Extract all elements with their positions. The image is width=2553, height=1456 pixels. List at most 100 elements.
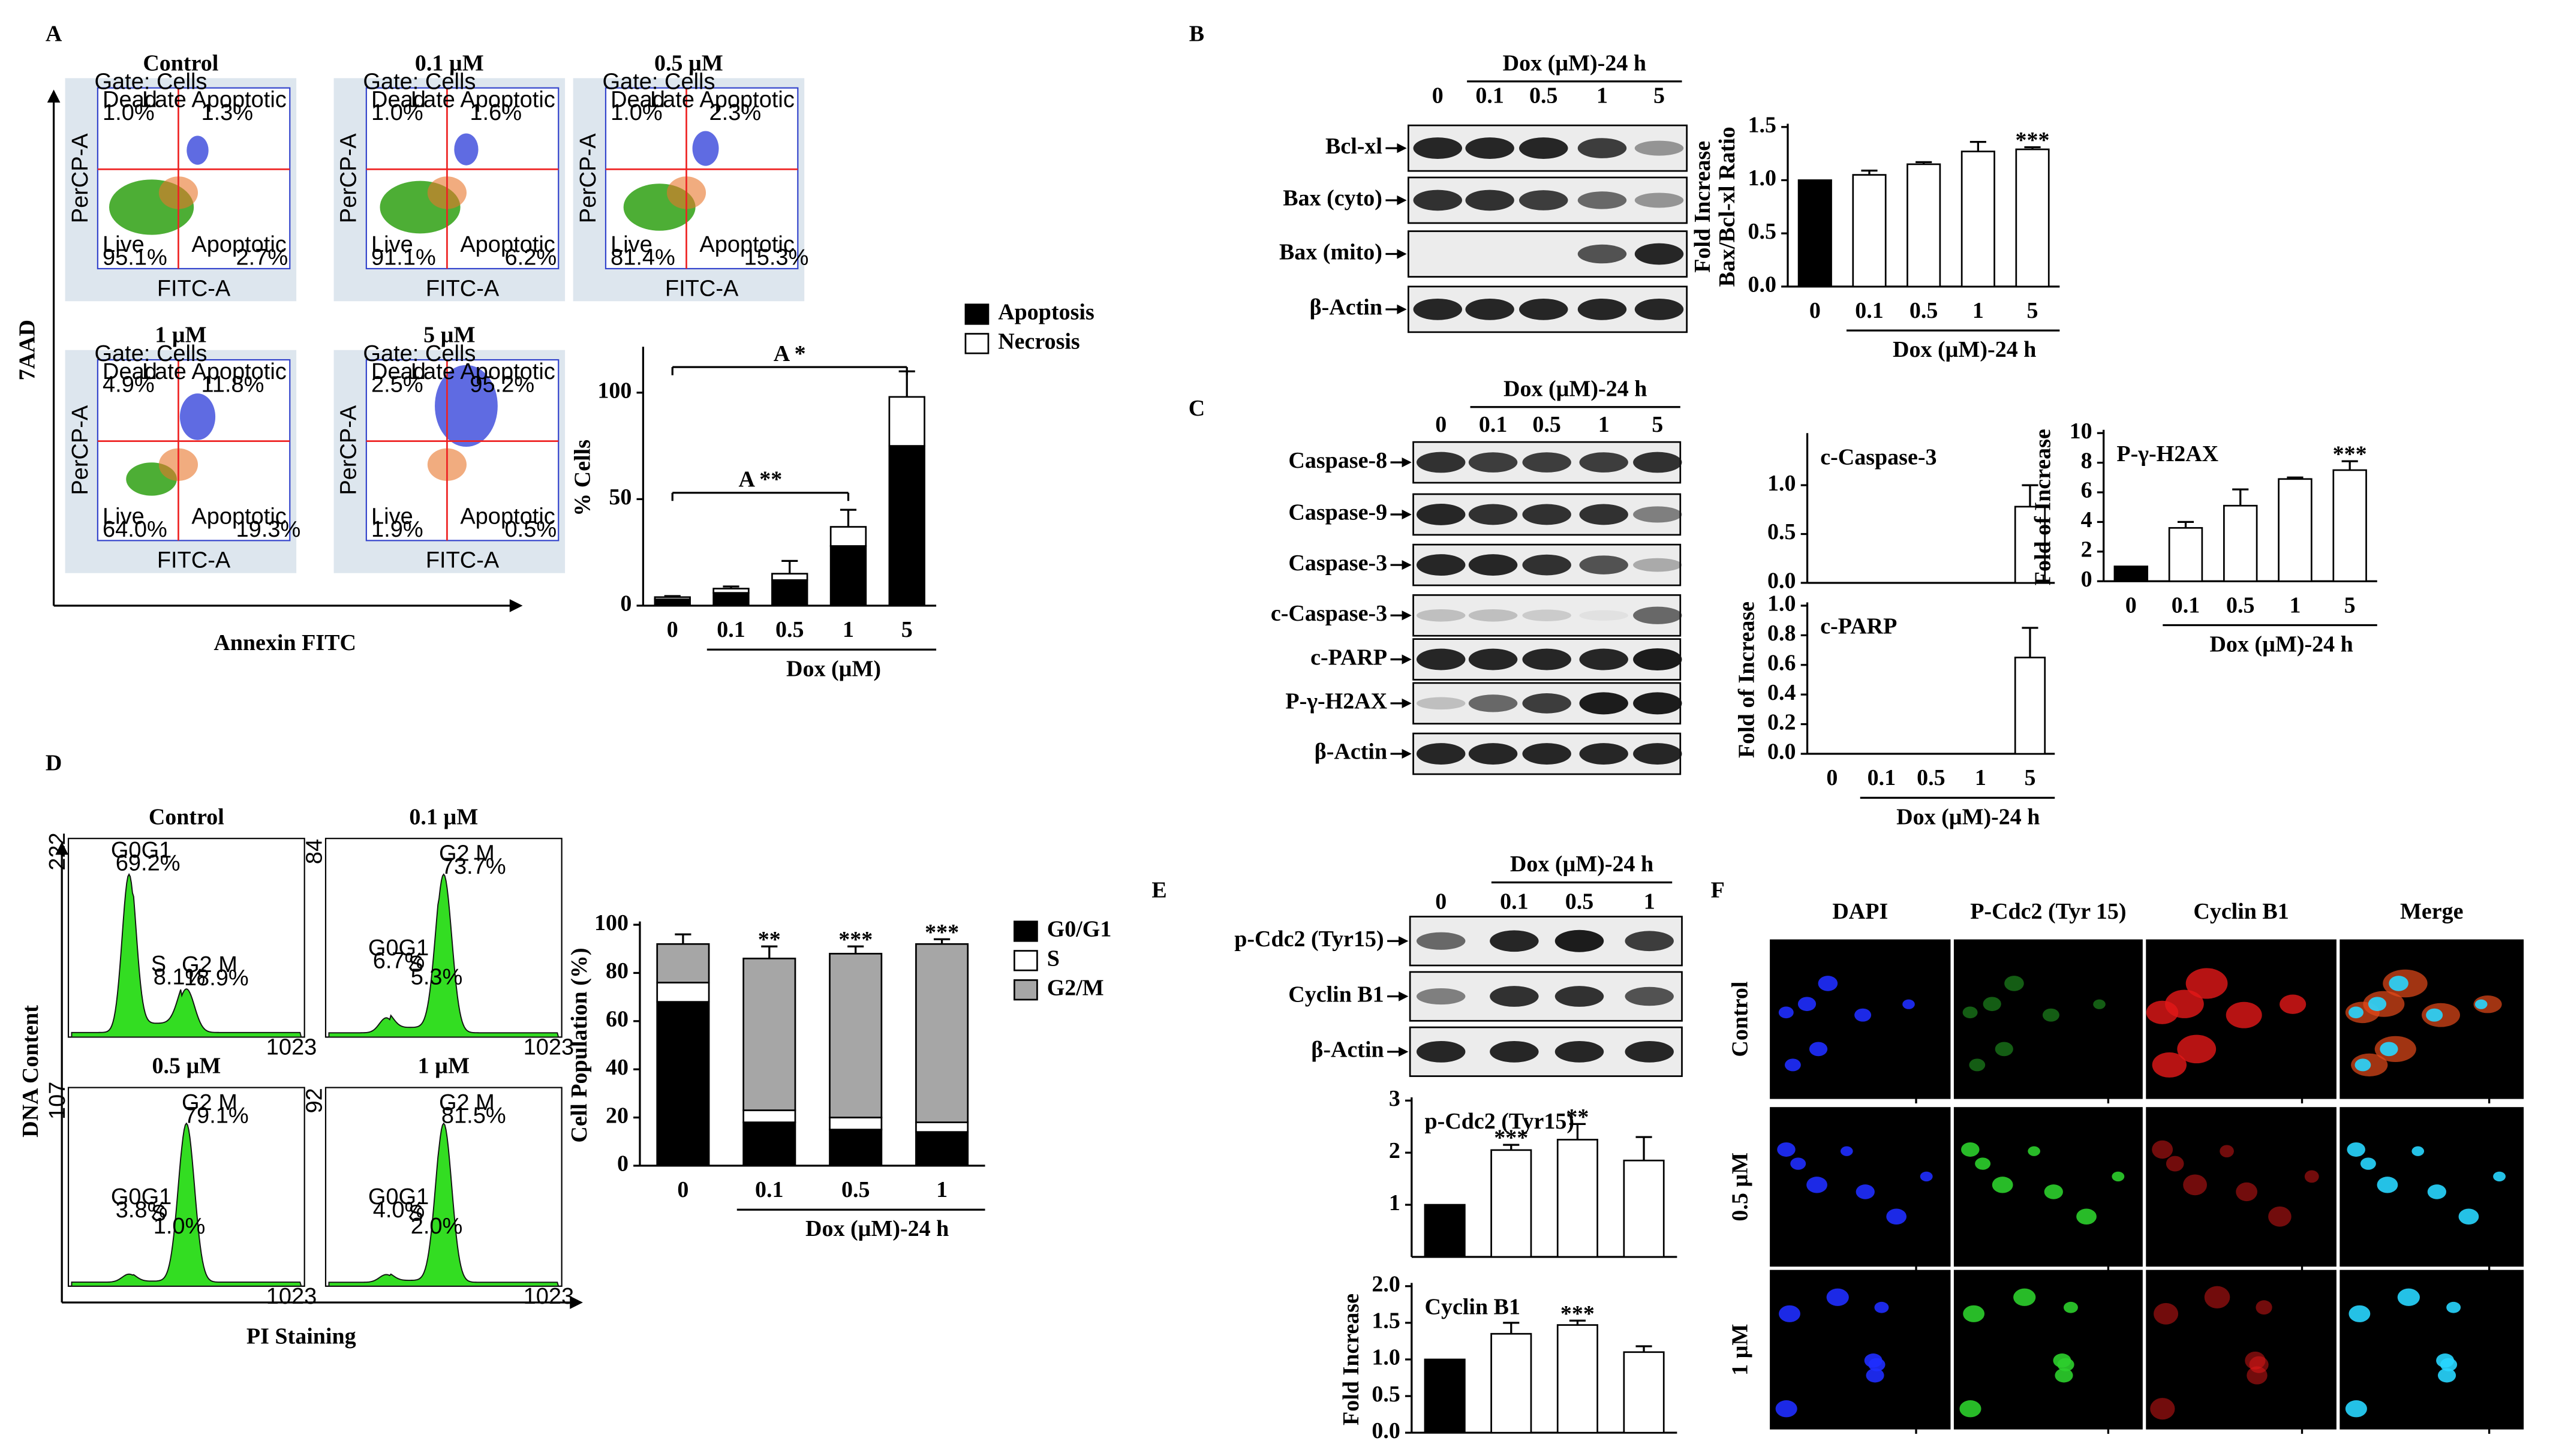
row-label: Control <box>1728 982 1753 1057</box>
band <box>1413 189 1463 211</box>
lane-label: 0 <box>1435 889 1447 914</box>
nucleus <box>1995 1042 2013 1057</box>
apoptotic-value: 6.2% <box>505 245 557 270</box>
annotation: A ** <box>738 467 782 492</box>
significance: *** <box>838 927 873 952</box>
band <box>1633 692 1682 715</box>
band <box>1554 929 1604 952</box>
y-max: 107 <box>45 1082 70 1120</box>
band <box>1633 558 1682 572</box>
bar <box>2332 469 2367 582</box>
band <box>1416 1040 1466 1063</box>
x-axis-label: Annexin FITC <box>213 630 356 655</box>
bar <box>2278 478 2313 582</box>
g2m-label: G2 M <box>182 952 237 977</box>
panel-label: F <box>1711 878 1725 903</box>
significance: *** <box>925 920 959 945</box>
arrow-head <box>1399 936 1409 946</box>
live-label: Live <box>611 232 652 257</box>
bar-segment <box>888 396 925 447</box>
g0g1-label: G0G1 <box>111 838 172 863</box>
nucleus <box>2348 1305 2371 1322</box>
band <box>1625 1040 1674 1063</box>
band <box>1577 244 1627 264</box>
significance: *** <box>2016 128 2050 153</box>
arrow-head <box>47 89 61 103</box>
nucleus <box>2446 1301 2461 1313</box>
band <box>1416 988 1466 1005</box>
y-tick-label: 1.0 <box>1767 591 1796 616</box>
chart-title: Cyclin B1 <box>1425 1295 1520 1320</box>
bar-segment <box>829 545 867 607</box>
y-tick-label: 1 <box>1389 1190 1400 1216</box>
nucleus <box>1856 1184 1875 1199</box>
live-label: Live <box>371 232 413 257</box>
cytoplasm <box>2280 994 2307 1014</box>
y-axis-label: Fold of Increase <box>2031 429 2056 585</box>
scale-label: 10 µm <box>2455 1409 2519 1434</box>
bar <box>1556 1139 1598 1258</box>
bar <box>1424 1204 1466 1258</box>
late-value: 1.6% <box>470 100 522 125</box>
bar <box>1623 1159 1665 1258</box>
x-tick-label: 5 <box>2344 592 2356 618</box>
blot-header: Dox (µM)-24 h <box>1510 852 1653 877</box>
bar-segment <box>712 592 750 607</box>
panel-label: C <box>1189 396 1205 421</box>
blot-row-label: Cyclin B1 <box>1288 982 1384 1007</box>
s-label: S <box>408 952 423 977</box>
y-tick-label: 10 <box>2070 419 2092 444</box>
nucleus <box>1983 997 2001 1012</box>
flow-title: 5 µM <box>423 323 475 348</box>
live-value: 64.0% <box>103 517 167 542</box>
y-max: 92 <box>302 1088 327 1113</box>
bar-segment <box>742 1109 796 1123</box>
flow-title: 0.1 µM <box>415 50 484 76</box>
bar-segment <box>915 1121 969 1133</box>
row-label: 0.5 µM <box>1728 1153 1753 1222</box>
x-tick-label: 0 <box>2125 592 2137 618</box>
x-max: 1023 <box>524 1034 575 1060</box>
x-tick-label: 0.5 <box>775 617 804 642</box>
lane-label: 0.1 <box>1500 889 1529 914</box>
bar-segment <box>656 943 710 983</box>
band <box>1633 648 1682 671</box>
bar-segment <box>888 445 925 607</box>
arrow-head <box>55 841 69 855</box>
lane-label: 0.5 <box>1532 412 1561 437</box>
nucleus <box>2076 1208 2097 1225</box>
lane-label: 0.5 <box>1565 889 1594 914</box>
y-tick-label: 0.6 <box>1767 651 1796 676</box>
late-value: 11.8% <box>201 372 264 397</box>
nucleus <box>1790 1157 1806 1170</box>
legend-label: G2/M <box>1047 975 1104 1000</box>
y-channel: PerCP-A <box>68 405 93 495</box>
band <box>1634 192 1684 208</box>
nucleus <box>2474 999 2488 1009</box>
g2m-label: G2 M <box>439 841 495 866</box>
g2m-label: G2 M <box>439 1090 495 1115</box>
gate-label: Gate: Cells <box>94 341 207 366</box>
hist-title: 1 µM <box>418 1054 470 1079</box>
nucleus <box>2004 976 2024 991</box>
arrow-head <box>509 599 523 612</box>
band <box>1468 554 1518 576</box>
live-label: Live <box>103 232 145 257</box>
y-tick-label: 2.0 <box>1372 1272 1400 1297</box>
lane-label: 0.1 <box>1479 412 1508 437</box>
cytoplasm <box>2165 989 2204 1018</box>
nucleus <box>1797 997 1817 1012</box>
bar-segment <box>742 957 796 1111</box>
band <box>1468 452 1518 473</box>
band <box>1577 298 1627 320</box>
nucleus <box>2437 1368 2456 1383</box>
bar <box>2168 527 2203 582</box>
bar <box>1490 1149 1532 1258</box>
x-tick-label: 1 <box>1975 765 1986 790</box>
arrow-head <box>1397 249 1407 259</box>
flow-plot <box>97 359 291 542</box>
band <box>1633 506 1682 523</box>
micrograph <box>1953 939 2143 1099</box>
x-channel: FITC-A <box>157 548 231 573</box>
